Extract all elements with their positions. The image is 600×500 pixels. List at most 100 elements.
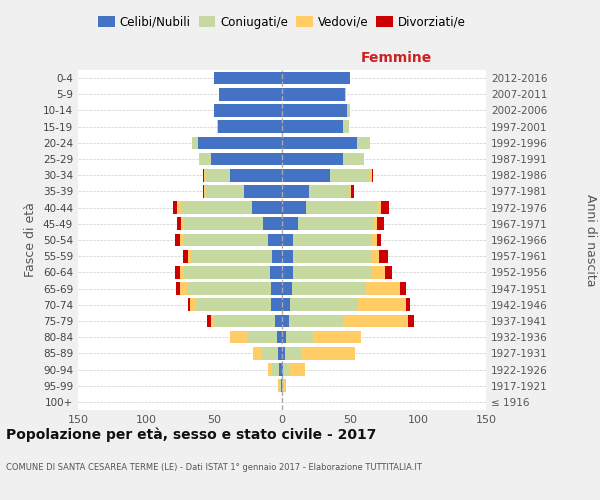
Bar [285,347,301,360]
Bar [281,380,282,392]
Bar [278,347,282,360]
Bar [352,185,354,198]
Text: Femmine: Femmine [361,51,432,65]
Bar [286,331,313,344]
Bar [187,282,271,295]
Bar [278,380,279,392]
Bar [191,250,272,262]
Bar [252,202,282,214]
Bar [313,331,361,344]
Bar [282,120,343,133]
Bar [344,88,346,101]
Bar [379,250,388,262]
Bar [358,298,406,311]
Bar [190,298,196,311]
Text: Popolazione per età, sesso e stato civile - 2017: Popolazione per età, sesso e stato civil… [6,428,376,442]
Bar [230,169,282,181]
Bar [283,380,286,392]
Bar [279,363,282,376]
Bar [282,266,293,278]
Bar [282,152,343,166]
Bar [262,347,278,360]
Bar [301,347,355,360]
Bar [282,169,329,181]
Bar [282,185,309,198]
Bar [214,314,275,328]
Bar [357,136,370,149]
Bar [282,314,289,328]
Legend: Celibi/Nubili, Coniugati/e, Vedovi/e, Divorziati/e: Celibi/Nubili, Coniugati/e, Vedovi/e, Di… [94,11,470,34]
Bar [205,185,206,198]
Bar [343,152,364,166]
Bar [282,347,285,360]
Bar [282,234,293,246]
Bar [272,250,282,262]
Bar [289,363,305,376]
Bar [282,250,293,262]
Bar [377,234,381,246]
Bar [385,266,392,278]
Bar [293,266,372,278]
Bar [183,250,188,262]
Bar [372,169,373,181]
Bar [282,88,344,101]
Bar [279,380,281,392]
Bar [203,185,205,198]
Bar [176,282,180,295]
Bar [343,120,349,133]
Bar [192,136,197,149]
Bar [244,185,282,198]
Y-axis label: Fasce di età: Fasce di età [25,202,37,278]
Bar [282,363,283,376]
Bar [205,169,206,181]
Bar [282,218,298,230]
Bar [329,169,370,181]
Bar [181,202,252,214]
Bar [197,136,282,149]
Bar [370,169,372,181]
Bar [175,266,180,278]
Bar [283,363,289,376]
Bar [184,218,263,230]
Bar [188,250,191,262]
Bar [188,298,190,311]
Bar [289,314,343,328]
Bar [377,202,381,214]
Bar [377,218,384,230]
Bar [203,169,205,181]
Bar [372,234,377,246]
Bar [282,104,347,117]
Bar [181,218,184,230]
Bar [307,202,377,214]
Bar [218,120,282,133]
Text: Anni di nascita: Anni di nascita [584,194,597,286]
Bar [275,314,282,328]
Bar [217,120,218,133]
Bar [350,185,352,198]
Bar [196,298,271,311]
Bar [282,380,283,392]
Bar [173,202,177,214]
Bar [177,218,181,230]
Bar [277,331,282,344]
Bar [180,282,187,295]
Bar [211,152,282,166]
Bar [409,314,414,328]
Bar [271,282,282,295]
Text: COMUNE DI SANTA CESAREA TERME (LE) - Dati ISTAT 1° gennaio 2017 - Elaborazione T: COMUNE DI SANTA CESAREA TERME (LE) - Dat… [6,464,422,472]
Bar [207,314,211,328]
Bar [282,331,286,344]
Bar [214,72,282,85]
Bar [292,282,367,295]
Bar [206,169,230,181]
Bar [282,298,290,311]
Bar [372,266,385,278]
Bar [367,282,400,295]
Bar [282,282,292,295]
Bar [400,282,406,295]
Bar [309,185,350,198]
Bar [282,136,357,149]
Bar [268,363,272,376]
Bar [290,298,358,311]
Bar [268,234,282,246]
